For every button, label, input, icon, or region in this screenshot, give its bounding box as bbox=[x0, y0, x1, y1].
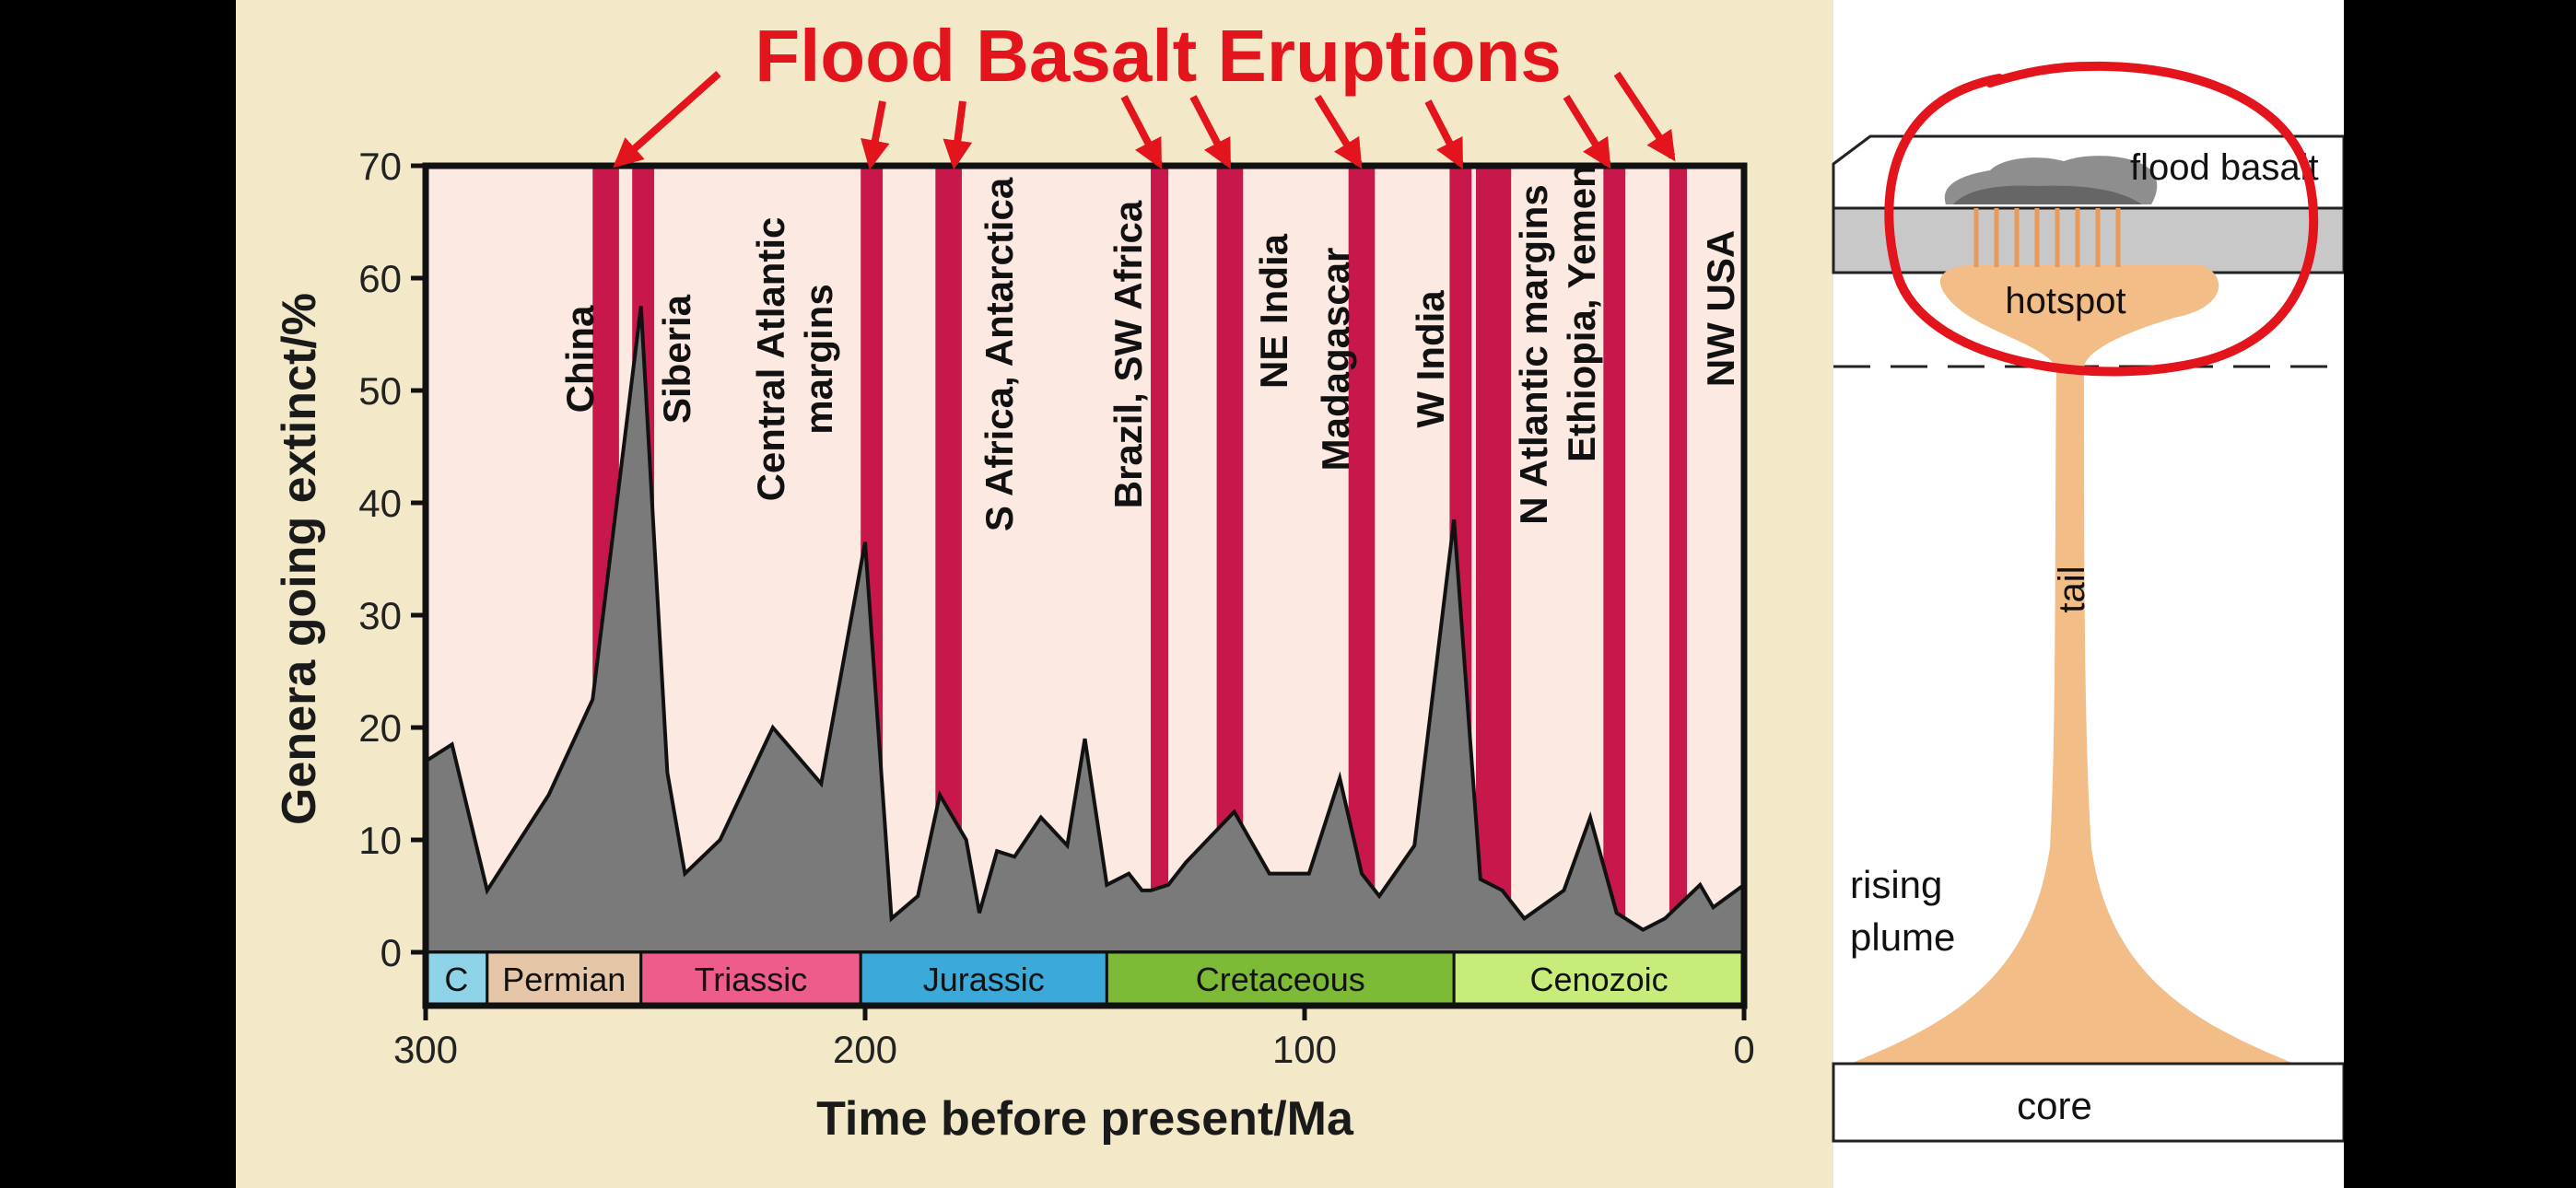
eruption-label-5: NE India bbox=[1252, 233, 1295, 389]
right-letterbox bbox=[2344, 0, 2576, 1188]
x-tick-label-2: 100 bbox=[1272, 1028, 1337, 1071]
x-axis-label: Time before present/Ma bbox=[816, 1092, 1354, 1146]
eruption-band-8 bbox=[1476, 166, 1512, 952]
heading-arrow-6 bbox=[1424, 99, 1464, 169]
period-label-1: Permian bbox=[502, 961, 626, 998]
eruption-label-8: N Atlantic margins bbox=[1512, 184, 1555, 525]
eruption-band-10 bbox=[1669, 166, 1687, 952]
heading-arrow-8 bbox=[1613, 71, 1676, 162]
period-label-3: Jurassic bbox=[923, 961, 1045, 998]
plot-frame bbox=[422, 162, 1748, 1009]
heading-arrow-5 bbox=[1314, 94, 1363, 169]
eruption-label-4: Brazil, SW Africa bbox=[1107, 200, 1150, 508]
chart-heading: Flood Basalt Eruptions bbox=[755, 15, 1562, 97]
heading-arrows bbox=[613, 71, 1676, 170]
label-core: core bbox=[2017, 1084, 2092, 1127]
heading-arrow-4 bbox=[1189, 95, 1232, 169]
period-5 bbox=[1452, 950, 1746, 1007]
eruption-label-2: Central Atlantic margins bbox=[749, 217, 840, 502]
eruption-label-7: W India bbox=[1409, 290, 1452, 428]
core-layer bbox=[1832, 1062, 2346, 1143]
eruption-label-10: NW USA bbox=[1699, 230, 1742, 387]
label-plume: plume bbox=[1850, 915, 1955, 959]
heading-arrow-7 bbox=[1563, 94, 1611, 169]
label-rising: rising bbox=[1850, 863, 1942, 906]
label-hotspot: hotspot bbox=[2005, 281, 2125, 321]
feeder-dikes bbox=[1973, 208, 2121, 267]
eruption-band-6 bbox=[1348, 166, 1376, 952]
x-tick-label-1: 200 bbox=[833, 1028, 897, 1071]
mantle-plume-diagram: flood basalt hotspot tail rising plume c… bbox=[1832, 61, 2346, 1143]
extinction-area bbox=[424, 306, 1746, 954]
period-label-2: Triassic bbox=[695, 961, 808, 998]
label-flood-basalt: flood basalt bbox=[2130, 147, 2319, 188]
eruption-label-3: S Africa, Antarctica bbox=[978, 177, 1021, 531]
heading-arrow-0 bbox=[613, 71, 721, 169]
period-label-0: C bbox=[444, 961, 468, 998]
eruption-label-1: Siberia bbox=[655, 294, 698, 424]
x-axis: 300 200 100 0 bbox=[393, 1006, 1755, 1071]
x-tick-label-0: 300 bbox=[393, 1028, 458, 1071]
y-tick-label-4: 40 bbox=[358, 482, 402, 525]
y-tick-label-5: 50 bbox=[358, 369, 402, 413]
y-tick-label-1: 10 bbox=[358, 819, 402, 862]
period-label-5: Cenozoic bbox=[1530, 961, 1669, 998]
eruption-label-6: Madagascar bbox=[1314, 248, 1357, 472]
flood-basalt-lava-dark bbox=[1953, 185, 2142, 204]
y-axis-label: Genera going extinct/% bbox=[273, 293, 326, 825]
x-tick-label-3: 0 bbox=[1733, 1028, 1754, 1071]
y-tick-label-2: 20 bbox=[358, 706, 402, 750]
eruption-label-9: Ethiopia, Yemen bbox=[1560, 164, 1603, 462]
highlight-circle bbox=[1884, 61, 2319, 377]
geologic-period-bar: C Permian Triassic Jurassic Cretaceous Cenozo… bbox=[424, 950, 1746, 1007]
label-tail: tail bbox=[2052, 565, 2092, 612]
y-tick-label-0: 0 bbox=[381, 931, 402, 974]
heading-arrow-2 bbox=[943, 100, 973, 170]
eruption-label-0: China bbox=[558, 305, 602, 413]
heading-arrow-3 bbox=[1120, 95, 1163, 169]
eruption-band-9 bbox=[1603, 166, 1626, 952]
period-4 bbox=[1105, 950, 1456, 1007]
y-tick-label-6: 60 bbox=[358, 257, 402, 300]
chart-plot: China Siberia Central Atlantic margins S Afr… bbox=[273, 71, 1755, 1146]
eruption-labels: China Siberia Central Atlantic margins S Afr… bbox=[558, 164, 1742, 531]
plume-body bbox=[1850, 264, 2294, 1064]
lithosphere-layer bbox=[1832, 206, 2346, 274]
heading-arrow-1 bbox=[861, 100, 890, 170]
period-label-4: Cretaceous bbox=[1196, 961, 1365, 998]
y-tick-label-3: 30 bbox=[358, 594, 402, 637]
period-3 bbox=[859, 950, 1108, 1007]
y-tick-label-7: 70 bbox=[358, 145, 402, 188]
y-axis: 0 10 20 30 40 50 60 70 bbox=[358, 145, 426, 974]
eruption-band-4 bbox=[1151, 166, 1169, 952]
